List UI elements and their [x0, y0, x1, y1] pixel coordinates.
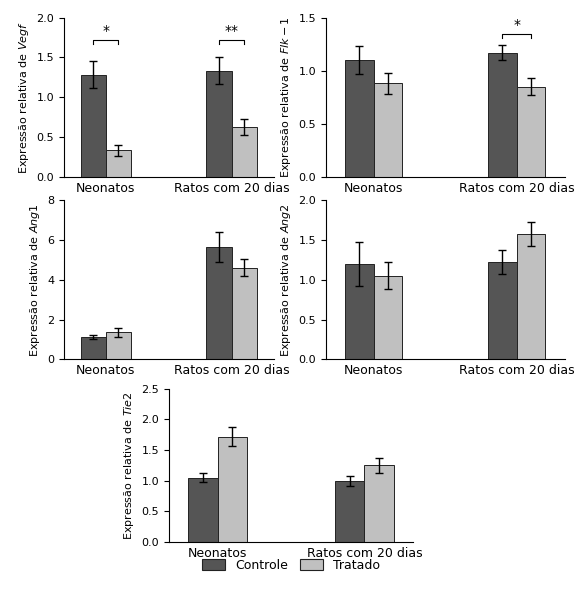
Bar: [374, 276, 402, 359]
Bar: [517, 234, 545, 359]
Y-axis label: Expressão relativa de $\it{Flk-1}$: Expressão relativa de $\it{Flk-1}$: [279, 16, 293, 178]
Bar: [488, 262, 517, 359]
Text: *: *: [102, 24, 109, 38]
Y-axis label: Expressão relativa de $\it{Vegf}$: Expressão relativa de $\it{Vegf}$: [17, 21, 31, 174]
Bar: [232, 268, 257, 359]
Bar: [488, 52, 517, 177]
Bar: [207, 71, 232, 177]
Text: *: *: [513, 18, 520, 32]
Bar: [218, 436, 247, 542]
Bar: [106, 150, 131, 177]
Bar: [106, 332, 131, 359]
Y-axis label: Expressão relativa de $\it{Tie2}$: Expressão relativa de $\it{Tie2}$: [122, 391, 136, 540]
Bar: [374, 84, 402, 177]
Bar: [81, 75, 106, 177]
Legend: Controle, Tratado: Controle, Tratado: [197, 554, 385, 577]
Bar: [207, 247, 232, 359]
Bar: [517, 87, 545, 177]
Bar: [345, 60, 374, 177]
Bar: [189, 478, 218, 542]
Bar: [232, 127, 257, 177]
Bar: [345, 264, 374, 359]
Bar: [364, 465, 393, 542]
Bar: [81, 337, 106, 359]
Y-axis label: Expressão relativa de $\it{Ang1}$: Expressão relativa de $\it{Ang1}$: [27, 203, 42, 356]
Y-axis label: Expressão relativa de $\it{Ang2}$: Expressão relativa de $\it{Ang2}$: [279, 203, 293, 356]
Bar: [335, 481, 364, 542]
Text: **: **: [225, 24, 239, 38]
